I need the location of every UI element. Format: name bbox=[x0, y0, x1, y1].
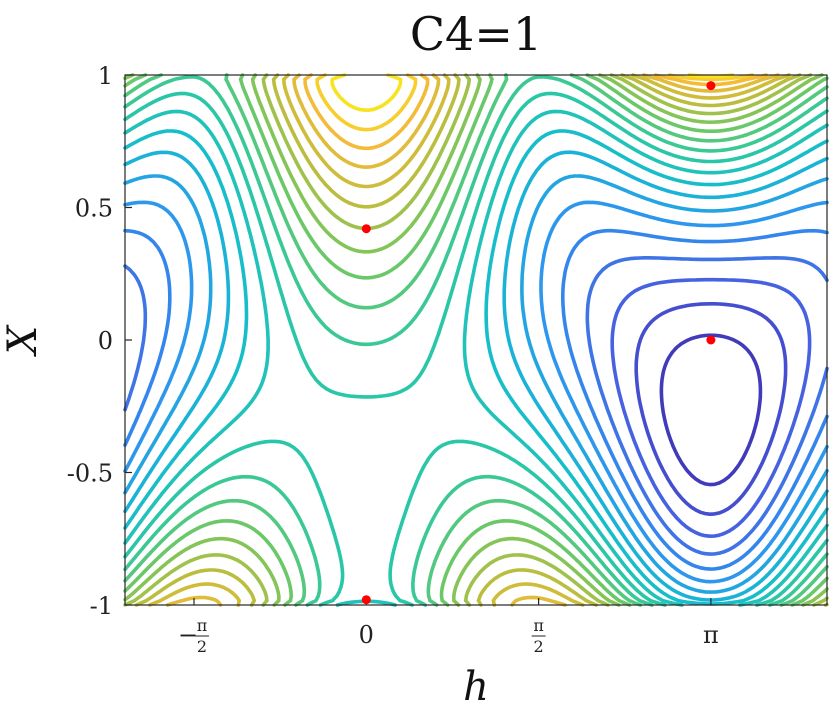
contour-level-9 bbox=[123, 129, 829, 606]
x-tick-3: π bbox=[703, 598, 719, 649]
y-tick-label-2: 0 bbox=[98, 327, 113, 355]
contour-lines bbox=[123, 73, 829, 607]
contour-level-12 bbox=[123, 75, 829, 607]
plot-frame bbox=[124, 74, 828, 606]
y-axis-ticks: 1 0.5 0 -0.5 -1 bbox=[67, 62, 132, 620]
critical-point-3 bbox=[361, 595, 371, 605]
contour-level-7 bbox=[123, 174, 829, 594]
contour-level-18 bbox=[147, 73, 791, 607]
x-tick-label: 0 bbox=[359, 621, 374, 649]
y-tick-label-4: -1 bbox=[90, 592, 113, 620]
contour-level-13 bbox=[123, 73, 829, 607]
y-axis-label: X bbox=[0, 324, 46, 357]
contour-level-1 bbox=[659, 333, 763, 487]
x-tick-label: π bbox=[703, 621, 719, 649]
critical-point-0 bbox=[361, 224, 371, 234]
x-axis-label: h bbox=[463, 664, 489, 704]
x-tick-numerator: π bbox=[197, 616, 208, 635]
contour-level-6 bbox=[123, 200, 829, 584]
y-tick-label-3: -0.5 bbox=[67, 460, 113, 488]
contour-level-19 bbox=[165, 73, 780, 607]
contour-level-16 bbox=[123, 73, 829, 607]
x-tick-numerator: π bbox=[533, 616, 544, 635]
contour-level-8 bbox=[123, 150, 829, 602]
critical-point-1 bbox=[706, 81, 716, 91]
x-tick-2: π2 bbox=[531, 598, 546, 656]
chart-title: C4=1 bbox=[410, 7, 542, 61]
x-tick-sign: − bbox=[178, 621, 198, 649]
x-axis-ticks: −π2 0 π2 π bbox=[178, 598, 719, 656]
contour-level-3 bbox=[610, 277, 812, 538]
contour-level-15 bbox=[123, 73, 829, 607]
contour-level-5 bbox=[123, 228, 829, 571]
y-tick-label-0: 1 bbox=[98, 62, 113, 90]
x-tick-denominator: 2 bbox=[197, 637, 207, 656]
critical-point-2 bbox=[706, 335, 716, 345]
critical-points bbox=[361, 81, 716, 605]
x-tick-1: 0 bbox=[359, 598, 374, 649]
x-tick-0: −π 2 bbox=[178, 598, 210, 656]
contour-level-2 bbox=[634, 302, 788, 516]
y-tick-label-1: 0.5 bbox=[75, 195, 113, 223]
contour-level-21 bbox=[315, 73, 755, 132]
x-tick-denominator: 2 bbox=[534, 637, 544, 656]
contour-level-4 bbox=[123, 256, 829, 556]
contour-level-14 bbox=[123, 73, 829, 607]
